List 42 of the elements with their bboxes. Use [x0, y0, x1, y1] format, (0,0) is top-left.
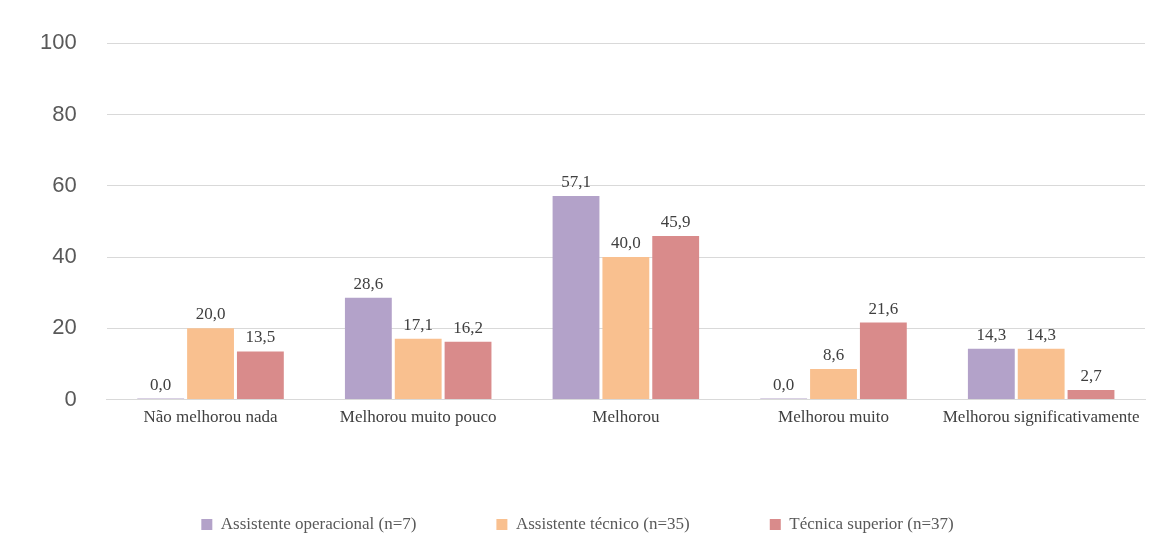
bar [652, 236, 700, 400]
data-label: 28,6 [353, 273, 384, 293]
bar [187, 328, 234, 400]
data-label: 21,6 [868, 298, 899, 318]
bar [859, 322, 907, 400]
bar [1017, 348, 1065, 400]
data-label: 8,6 [822, 344, 845, 364]
data-label: 2,7 [1080, 365, 1103, 385]
x-tick-label: Melhorou significativamente [942, 407, 1140, 427]
bar [1067, 389, 1115, 400]
data-label: 20,0 [195, 304, 226, 324]
legend-label: Assistente técnico (n=35) [515, 513, 690, 533]
bar [344, 297, 392, 400]
data-label: 57,1 [561, 172, 591, 192]
y-tick-label: 100 [39, 29, 77, 55]
y-tick-label: 20 [52, 314, 77, 340]
data-label: 40,0 [610, 233, 641, 253]
y-tick-label: 80 [52, 100, 77, 126]
x-tick-label: Não melhorou nada [143, 407, 279, 427]
legend-label: Assistente operacional (n=7) [220, 513, 417, 533]
bar [394, 338, 442, 400]
data-label: 17,1 [403, 314, 434, 334]
data-label: 13,5 [245, 327, 276, 347]
bar [602, 257, 650, 400]
bar [236, 351, 284, 400]
legend-label: Técnica superior (n=37) [789, 513, 954, 533]
bar [810, 368, 857, 400]
data-label: 14,3 [976, 324, 1007, 344]
data-label: 14,3 [1026, 324, 1057, 344]
x-tick-label: Melhorou muito pouco [339, 407, 497, 427]
y-tick-label: 60 [52, 171, 77, 197]
data-label: 45,9 [660, 211, 691, 231]
x-tick-label: Melhorou [592, 407, 660, 427]
y-tick-label: 0 [64, 385, 77, 411]
y-tick-label: 40 [52, 243, 77, 269]
bar [967, 348, 1015, 400]
bar [552, 196, 600, 400]
data-label: 16,2 [453, 317, 483, 337]
data-label: 0,0 [150, 374, 172, 394]
bar [444, 341, 492, 400]
data-label: 0,0 [773, 374, 795, 394]
x-tick-label: Melhorou muito [778, 407, 889, 427]
